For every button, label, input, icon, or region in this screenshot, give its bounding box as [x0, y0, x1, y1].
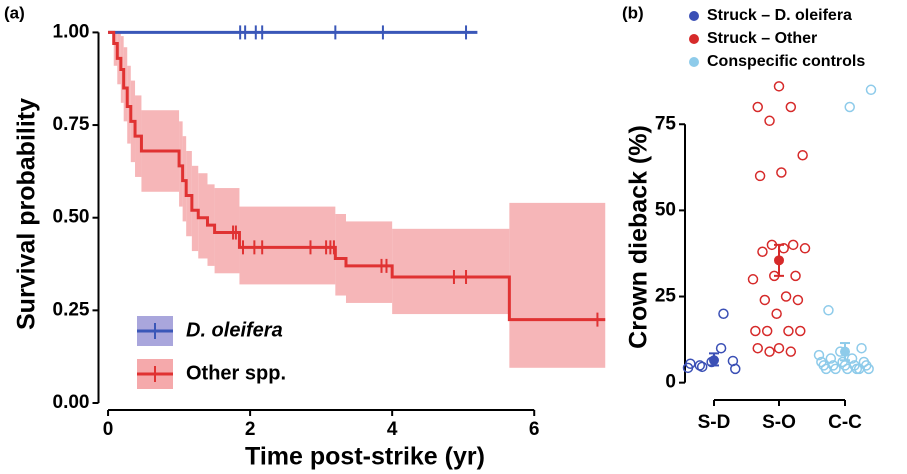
data-point	[715, 342, 727, 354]
ci-band	[123, 47, 128, 122]
y-tick-label: 0	[665, 372, 676, 393]
ci-band	[239, 206, 336, 285]
data-point	[747, 274, 759, 285]
data-point	[799, 243, 811, 254]
data-point	[842, 363, 853, 375]
data-point	[795, 325, 806, 337]
y-tick-label: 50	[655, 199, 676, 220]
data-point	[761, 325, 773, 337]
ci-band	[345, 221, 393, 303]
legend-label: Conspecific controls	[707, 53, 865, 70]
x-axis-title: Time post-strike (yr)	[245, 443, 485, 471]
ci-band	[191, 165, 199, 252]
x-tick-label: 0	[103, 419, 114, 440]
legend-marker	[689, 34, 699, 44]
ci-band	[335, 214, 346, 296]
y-tick-label: 0.50	[53, 207, 90, 228]
data-point	[773, 81, 785, 92]
y-tick-label: 0.00	[53, 392, 90, 413]
data-point	[783, 325, 794, 337]
y-tick-label: 75	[655, 113, 677, 134]
data-point	[757, 246, 768, 257]
x-tick-label: 2	[245, 419, 256, 440]
data-point	[754, 170, 766, 182]
data-point	[790, 270, 801, 282]
data-point	[825, 353, 837, 364]
data-point	[718, 308, 729, 320]
x-tick-label: S-O	[762, 412, 796, 433]
x-tick-label: 6	[529, 419, 540, 440]
ci-band	[392, 228, 510, 315]
data-point	[823, 305, 834, 316]
survival-line	[108, 30, 606, 322]
legend-marker	[689, 57, 699, 67]
legend-label: Other spp.	[186, 362, 286, 384]
data-point	[771, 308, 782, 320]
data-point	[785, 101, 797, 113]
data-point	[856, 342, 867, 354]
data-point	[787, 239, 799, 251]
mean-point	[840, 346, 850, 357]
y-tick-label: 0.25	[53, 299, 90, 320]
ci-band	[179, 121, 183, 207]
x-tick-label: S-D	[698, 412, 731, 433]
ci-band	[127, 65, 131, 144]
y-tick-label: 1.00	[53, 21, 90, 42]
data-point	[759, 294, 771, 306]
data-point	[730, 363, 741, 375]
data-point	[853, 363, 865, 375]
x-tick-label: C-C	[828, 412, 862, 433]
panel-label: (b)	[622, 3, 644, 22]
data-point	[780, 291, 792, 302]
data-point	[844, 101, 855, 113]
legend-marker	[689, 11, 699, 21]
ci-band	[186, 151, 192, 237]
panel-label: (a)	[4, 3, 25, 22]
data-point	[813, 349, 825, 361]
y-axis-title: Survival probability	[13, 98, 41, 330]
legend-label: Struck – D. oleifera	[707, 7, 852, 24]
data-point	[792, 294, 804, 306]
ci-band	[509, 202, 606, 368]
data-point	[696, 361, 708, 373]
legend-label: Struck – Other	[707, 30, 817, 47]
data-point	[685, 358, 696, 369]
data-point	[752, 342, 763, 354]
y-axis-title: Crown dieback (%)	[625, 125, 653, 349]
data-point	[764, 346, 775, 357]
data-point	[820, 363, 832, 375]
data-point	[773, 342, 785, 354]
mean-point	[709, 355, 719, 366]
y-tick-label: 25	[655, 286, 677, 307]
data-point	[797, 150, 808, 161]
data-point	[865, 84, 877, 96]
ci-band	[182, 136, 187, 222]
y-tick-label: 0.75	[53, 114, 90, 135]
data-point	[776, 167, 787, 178]
data-point	[785, 346, 797, 357]
ci-band	[113, 32, 118, 66]
data-point	[752, 101, 763, 113]
data-point	[750, 325, 761, 337]
data-point	[846, 353, 858, 364]
ci-band	[198, 173, 208, 259]
x-tick-label: 4	[387, 419, 398, 440]
legend-label: D. oleifera	[186, 319, 283, 341]
mean-point	[774, 255, 784, 266]
data-point	[764, 115, 775, 127]
